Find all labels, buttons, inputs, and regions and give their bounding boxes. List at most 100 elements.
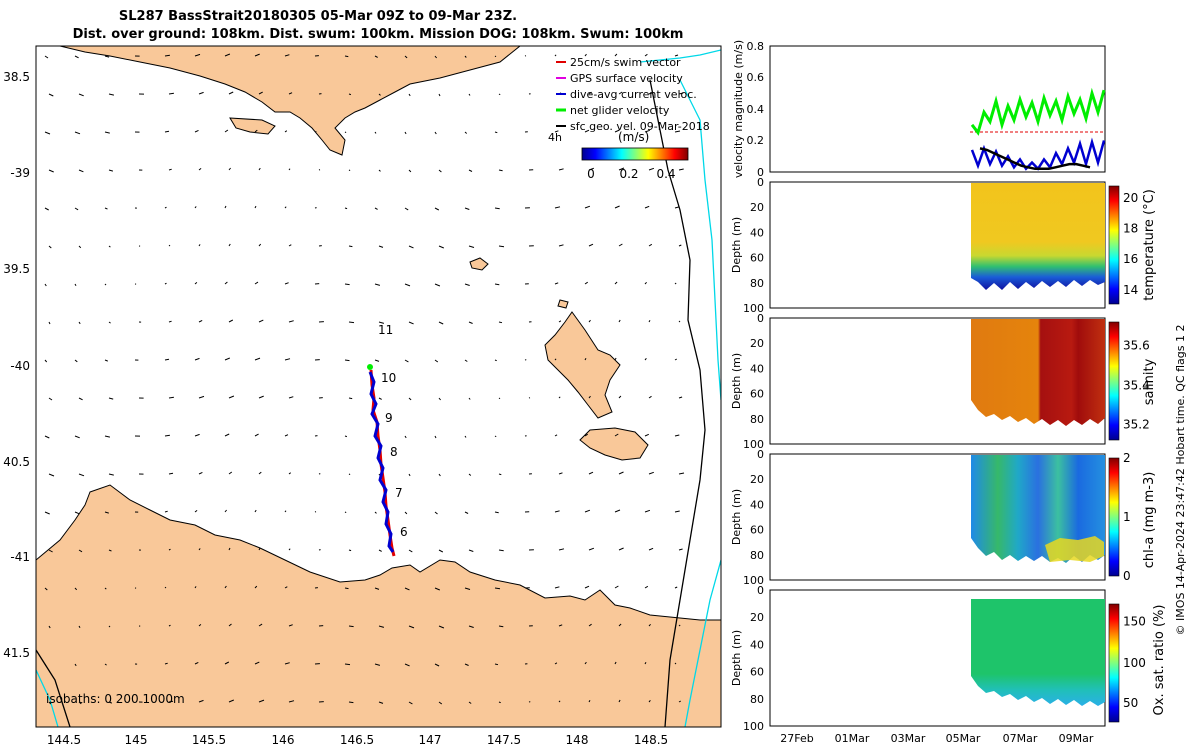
current-arrow xyxy=(194,661,199,665)
current-arrow xyxy=(648,243,653,247)
current-arrow xyxy=(348,549,352,552)
velocity-panel: 0 0.2 0.4 0.6 0.8 velocity magnitude (m/… xyxy=(732,40,1106,179)
current-arrow xyxy=(165,739,170,740)
current-arrow xyxy=(434,435,437,439)
land-northeast-tasmania xyxy=(36,484,721,727)
depth-tick-label: 40 xyxy=(750,362,764,375)
current-arrow xyxy=(464,207,470,210)
legend-label-dive: dive-avg current veloc. xyxy=(570,88,697,101)
current-arrow xyxy=(228,319,234,323)
current-arrow xyxy=(194,129,199,133)
vel-ytick: 0.6 xyxy=(747,71,765,84)
current-arrow xyxy=(378,701,384,704)
current-arrow xyxy=(648,167,655,171)
imos-credit-label: © IMOS 14-Apr-2024 23:47:42 Hobart time.… xyxy=(1174,325,1187,636)
current-arrow xyxy=(374,55,378,58)
depth-tick-label: 0 xyxy=(757,584,764,597)
map-legend: 25cm/s swim vector GPS surface velocity … xyxy=(548,56,710,181)
current-arrow xyxy=(78,397,83,401)
depth-tick-label: 40 xyxy=(750,498,764,511)
current-arrow xyxy=(678,320,681,323)
current-arrow xyxy=(618,547,624,551)
current-arrow xyxy=(194,53,201,57)
current-arrow xyxy=(224,205,227,209)
current-arrow xyxy=(288,244,292,247)
current-arrow xyxy=(644,662,647,665)
map-ytick: -41 xyxy=(10,550,30,564)
current-arrow xyxy=(348,321,355,324)
current-arrow xyxy=(78,245,82,249)
current-arrow xyxy=(344,55,349,58)
current-arrow xyxy=(408,473,411,477)
current-arrow xyxy=(48,473,55,477)
depth-tick-label: 0 xyxy=(757,312,764,325)
current-arrow xyxy=(554,54,557,57)
current-arrow xyxy=(104,663,107,666)
colorbar-tick-labels: 14 16 18 20 35.2 35.4 35.6 0 1 2 50 100 150 xyxy=(1123,191,1150,710)
depth-tick-label: 100 xyxy=(743,574,764,587)
current-arrow xyxy=(408,701,413,705)
day-label-9: 9 xyxy=(385,411,393,425)
depth-tick-label: 80 xyxy=(750,277,764,290)
current-arrow xyxy=(498,245,505,248)
depth-tick-label: 100 xyxy=(743,302,764,315)
current-arrow xyxy=(468,625,474,628)
current-arrow xyxy=(374,663,381,666)
depth-axis-label: Depth (m) xyxy=(730,217,743,273)
current-arrow xyxy=(198,395,205,399)
current-arrow xyxy=(584,509,591,513)
current-arrow xyxy=(254,53,260,57)
depth-tick-label: 60 xyxy=(750,388,764,401)
current-arrow xyxy=(374,283,381,286)
map-ytick: 38.5 xyxy=(3,70,30,84)
current-arrow xyxy=(288,700,295,703)
depth-tick-label: 20 xyxy=(750,201,764,214)
current-arrow xyxy=(498,169,503,172)
current-arrow xyxy=(408,397,412,401)
time-tick: 07Mar xyxy=(1003,732,1038,745)
current-arrow xyxy=(464,283,470,286)
depth-tick-label: 100 xyxy=(743,720,764,733)
current-arrow xyxy=(494,511,499,514)
current-arrow xyxy=(674,282,677,285)
current-arrow xyxy=(104,283,107,286)
isobath-bottom-left-black xyxy=(36,649,71,727)
current-arrow xyxy=(284,434,289,437)
current-arrow xyxy=(164,662,168,665)
land-cape-barren-island xyxy=(579,427,649,461)
current-arrow xyxy=(408,245,414,249)
colorbar-tick-label: 35.4 xyxy=(1123,379,1150,393)
current-arrow xyxy=(494,55,497,58)
current-arrow xyxy=(254,433,259,437)
current-arrow xyxy=(438,701,443,705)
current-arrow xyxy=(674,358,678,361)
current-arrow xyxy=(108,169,114,172)
current-arrow xyxy=(194,206,197,209)
map-x-ticks: 144.5 145 145.5 146 146.5 147 147.5 148 … xyxy=(47,733,668,747)
colorbar-tick-label: 35.6 xyxy=(1123,339,1150,353)
current-arrow xyxy=(288,624,293,627)
depth-tick-label: 60 xyxy=(750,252,764,265)
current-arrow xyxy=(344,131,347,134)
depth-tick-label: 60 xyxy=(750,666,764,679)
current-arrow xyxy=(614,357,617,361)
current-arrow xyxy=(498,93,501,96)
current-arrow xyxy=(44,511,50,515)
current-arrow xyxy=(674,662,677,665)
current-arrow xyxy=(288,396,294,399)
depth-tick-label: 0 xyxy=(757,176,764,189)
chla-panel xyxy=(769,453,1120,581)
current-arrow xyxy=(588,471,594,475)
current-arrow xyxy=(558,700,561,703)
current-arrow xyxy=(194,433,200,437)
colorbar-unit: (m/s) xyxy=(618,130,649,144)
current-arrow xyxy=(404,359,409,363)
current-arrow xyxy=(108,397,114,400)
day-label-10: 10 xyxy=(381,371,396,385)
time-tick: 03Mar xyxy=(891,732,926,745)
current-arrow xyxy=(438,321,444,325)
isobath-200m xyxy=(649,79,706,727)
current-arrow xyxy=(198,319,203,323)
current-arrow xyxy=(224,585,227,589)
current-arrow xyxy=(104,511,109,514)
